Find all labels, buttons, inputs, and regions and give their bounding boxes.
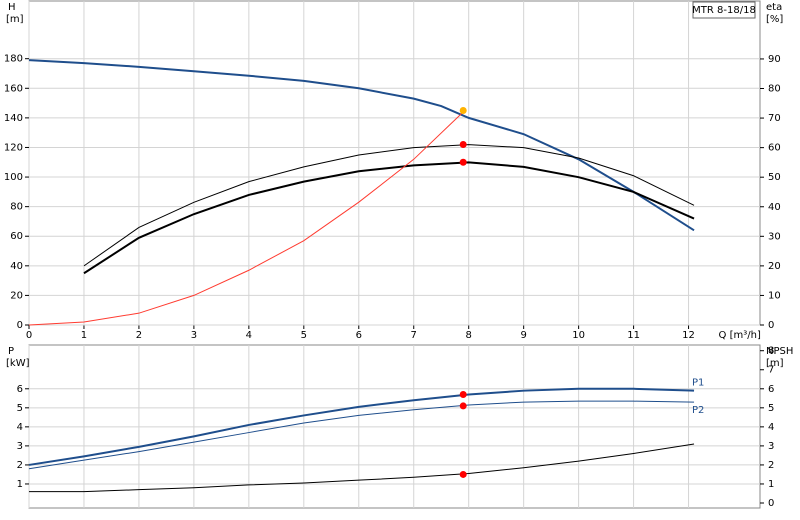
- y2-tick-label: 60: [768, 143, 781, 154]
- y2-tick-label: 0: [768, 320, 774, 331]
- duty-point: [459, 402, 467, 410]
- y-tick-label: 1: [17, 479, 23, 490]
- x-tick-label: 3: [191, 330, 197, 341]
- series-line: [28, 387, 695, 466]
- title-box: [692, 1, 756, 19]
- y-tick-label: 180: [4, 54, 23, 65]
- x-tick-label: 7: [411, 330, 417, 341]
- duty-point: [459, 158, 467, 166]
- x-tick-label: 10: [572, 330, 585, 341]
- x-tick-label: 9: [520, 330, 526, 341]
- y2-tick-label: 4: [768, 422, 774, 433]
- x-tick-label: 12: [682, 330, 695, 341]
- y2-tick-label: 6: [768, 384, 774, 395]
- y2-tick-label: 7: [768, 365, 774, 376]
- y-tick-label: 160: [4, 83, 23, 94]
- y-tick-label: 2: [17, 460, 23, 471]
- duty-point: [459, 141, 467, 149]
- x-tick-label: 11: [627, 330, 640, 341]
- y-tick-label: 4: [17, 422, 23, 433]
- y-tick-label: 120: [4, 142, 23, 153]
- y-axis-unit: [m]: [6, 14, 24, 25]
- chart-title: MTR 8-18/18: [692, 5, 756, 16]
- y-tick-label: 80: [10, 202, 23, 213]
- series-line: [29, 443, 695, 493]
- y2-tick-label: 2: [768, 460, 774, 471]
- y2-tick-label: 0: [768, 498, 774, 509]
- series-line: [28, 59, 695, 232]
- y2-tick-label: 90: [768, 54, 781, 65]
- y-tick-label: 5: [17, 403, 23, 414]
- x-tick-label: 5: [301, 330, 307, 341]
- x-tick-label: 1: [81, 330, 87, 341]
- y2-axis-unit: [%]: [766, 14, 783, 25]
- y-tick-label: 40: [10, 261, 23, 272]
- y2-axis-label: NPSH: [766, 346, 793, 357]
- duty-point: [459, 470, 467, 478]
- series-line: [83, 161, 695, 275]
- y2-tick-label: 8: [768, 346, 774, 357]
- x-tick-label: 0: [26, 330, 32, 341]
- y2-tick-label: 3: [768, 441, 774, 452]
- x-tick-label: 6: [356, 330, 362, 341]
- y2-tick-label: 20: [768, 261, 781, 272]
- series-line: [83, 144, 695, 267]
- y-tick-label: 100: [4, 172, 23, 183]
- y-axis-unit: [kW]: [6, 358, 30, 369]
- series-label: P2: [692, 405, 704, 416]
- y-tick-label: 0: [17, 320, 23, 331]
- y-axis-label: H: [8, 2, 16, 13]
- series-line: [28, 111, 464, 326]
- x-axis-label: Q [m³/h]: [719, 330, 761, 341]
- x-tick-label: 2: [136, 330, 142, 341]
- y-axis-label: P: [8, 346, 14, 357]
- y-tick-label: 20: [10, 290, 23, 301]
- duty-point: [459, 106, 467, 114]
- y-tick-label: 6: [17, 384, 23, 395]
- duty-point: [459, 390, 467, 398]
- x-tick-label: 4: [246, 330, 252, 341]
- y2-tick-label: 70: [768, 113, 781, 124]
- series-label: P1: [692, 378, 704, 389]
- series-line: [28, 400, 695, 470]
- y2-tick-label: 30: [768, 231, 781, 242]
- y2-tick-label: 5: [768, 403, 774, 414]
- y2-tick-label: 1: [768, 479, 774, 490]
- x-tick-label: 8: [466, 330, 472, 341]
- y-tick-label: 140: [4, 113, 23, 124]
- y2-tick-label: 80: [768, 84, 781, 95]
- y2-tick-label: 40: [768, 202, 781, 213]
- y2-axis-unit: [m]: [766, 358, 784, 369]
- y2-tick-label: 10: [768, 290, 781, 301]
- y2-tick-label: 50: [768, 172, 781, 183]
- y2-axis-label: eta: [766, 2, 782, 13]
- y-tick-label: 60: [10, 231, 23, 242]
- y-tick-label: 3: [17, 441, 23, 452]
